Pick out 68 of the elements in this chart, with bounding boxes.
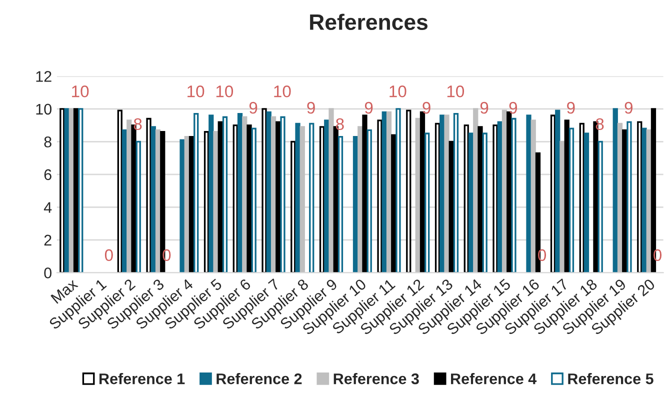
annotation: 9 bbox=[307, 102, 315, 114]
annotation: 10 bbox=[216, 86, 234, 98]
annotation: 9 bbox=[249, 102, 258, 114]
bar bbox=[295, 122, 300, 273]
annotation: 9 bbox=[509, 102, 517, 114]
chart-title: References bbox=[310, 14, 428, 30]
bar bbox=[453, 113, 459, 273]
annotation: 9 bbox=[567, 102, 575, 114]
bar bbox=[584, 132, 590, 273]
y-tick-label: 2 bbox=[44, 234, 52, 246]
bar bbox=[280, 116, 286, 273]
bar bbox=[213, 131, 218, 273]
y-tick-label: 8 bbox=[44, 136, 52, 148]
bar bbox=[560, 140, 565, 273]
bar bbox=[568, 128, 574, 273]
bar bbox=[262, 108, 267, 273]
legend-label: Reference 1 bbox=[100, 373, 185, 384]
bar bbox=[482, 132, 488, 273]
bar bbox=[406, 110, 412, 273]
bar bbox=[180, 139, 185, 273]
bar bbox=[492, 124, 498, 273]
bar bbox=[511, 118, 516, 273]
annotation: 9 bbox=[624, 102, 632, 114]
bar bbox=[136, 140, 141, 273]
bar bbox=[222, 116, 228, 273]
bar bbox=[598, 140, 603, 273]
bar bbox=[424, 132, 430, 273]
legend-label: Reference 3 bbox=[334, 373, 419, 384]
y-tick-label: 0 bbox=[44, 268, 52, 278]
annotation: 9 bbox=[364, 102, 373, 114]
annotation: 9 bbox=[480, 102, 488, 114]
bar bbox=[246, 124, 252, 273]
bar bbox=[444, 114, 450, 273]
annotation: 8 bbox=[134, 118, 142, 130]
bar bbox=[642, 128, 647, 273]
annotation: 10 bbox=[274, 86, 291, 98]
bar bbox=[396, 108, 401, 273]
annotation: 9 bbox=[422, 102, 430, 114]
y-tick-label: 6 bbox=[44, 169, 52, 180]
annotation: 8 bbox=[336, 118, 344, 130]
bar bbox=[146, 118, 152, 273]
bar bbox=[626, 121, 632, 273]
bar bbox=[64, 108, 70, 273]
bar bbox=[251, 128, 256, 273]
bar bbox=[530, 120, 536, 273]
bar bbox=[366, 129, 372, 273]
bar bbox=[362, 114, 368, 273]
bar bbox=[526, 114, 532, 273]
y-tick-label: 12 bbox=[36, 71, 52, 82]
annotation: 0 bbox=[104, 249, 113, 262]
annotation: 10 bbox=[72, 86, 89, 98]
bar bbox=[478, 126, 483, 273]
bar bbox=[309, 122, 314, 273]
legend-label: Reference 4 bbox=[451, 373, 537, 384]
y-tick-label: 4 bbox=[44, 202, 52, 213]
annotation: 10 bbox=[188, 86, 204, 98]
bar bbox=[377, 120, 382, 273]
legend-label: Reference 2 bbox=[216, 373, 302, 384]
y-tick-label: 10 bbox=[36, 104, 52, 115]
bar bbox=[78, 108, 84, 273]
bar bbox=[555, 110, 560, 273]
bar bbox=[338, 136, 344, 273]
legend-label: Reference 5 bbox=[568, 373, 654, 384]
bar bbox=[328, 108, 334, 273]
annotation: 10 bbox=[390, 86, 406, 98]
bar bbox=[300, 126, 305, 273]
bar bbox=[194, 113, 199, 273]
annotation: 10 bbox=[447, 86, 464, 98]
